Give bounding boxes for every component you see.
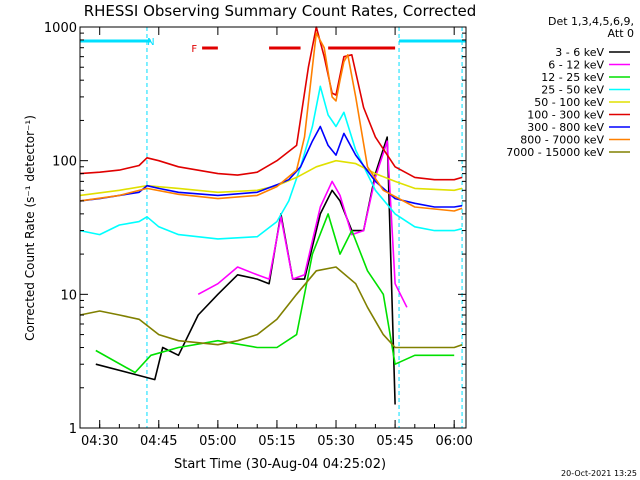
y-tick-label-1: 10 bbox=[60, 288, 77, 303]
axes: 1 10 100 1000 04:30 04:45 05:00 05:15 05:30 05:45… bbox=[44, 21, 473, 449]
x-tick-label-2: 05:00 bbox=[199, 434, 236, 449]
x-tick-label-1: 04:45 bbox=[140, 434, 177, 449]
legend-label-7: 800 - 7000 keV bbox=[520, 134, 604, 147]
legend-label-1: 6 - 12 keV bbox=[548, 59, 604, 72]
x-tick-label-4: 05:30 bbox=[317, 434, 354, 449]
series-line-7 bbox=[79, 32, 463, 212]
plot-frame bbox=[79, 26, 467, 429]
x-axis-label: Start Time (30-Aug-04 04:25:02) bbox=[174, 457, 386, 472]
series-line-6 bbox=[79, 125, 463, 208]
series-line-1 bbox=[197, 140, 408, 308]
x-tick-label-6: 06:00 bbox=[435, 434, 472, 449]
series-line-8 bbox=[79, 266, 463, 349]
chart-title: RHESSI Observing Summary Count Rates, Co… bbox=[84, 2, 477, 20]
y-axis-label: Corrected Count Rate (s⁻¹ detector⁻¹) bbox=[23, 115, 37, 341]
legend-label-5: 100 - 300 keV bbox=[527, 109, 604, 122]
x-tick-label-0: 04:30 bbox=[81, 434, 118, 449]
legend-label-4: 50 - 100 keV bbox=[534, 96, 604, 109]
legend-label-0: 3 - 6 keV bbox=[555, 46, 604, 59]
plot-layer: NF bbox=[79, 26, 466, 428]
timestamp: 20-Oct-2021 13:25 bbox=[561, 469, 637, 478]
series-line-2 bbox=[95, 213, 455, 374]
y-tick-label-0: 1 bbox=[69, 422, 77, 437]
legend-label-2: 12 - 25 keV bbox=[541, 71, 604, 84]
series-line-5 bbox=[79, 26, 463, 181]
flare-label: F bbox=[191, 44, 197, 55]
series-line-4 bbox=[79, 159, 463, 197]
x-tick-label-3: 05:15 bbox=[258, 434, 295, 449]
legend-label-3: 25 - 50 keV bbox=[541, 84, 604, 97]
legend-label-8: 7000 - 15000 keV bbox=[506, 146, 604, 159]
y-tick-label-3: 1000 bbox=[44, 21, 77, 36]
x-tick-label-5: 05:45 bbox=[376, 434, 413, 449]
night-label: N bbox=[147, 37, 154, 48]
series-line-3 bbox=[79, 85, 463, 240]
y-tick-label-2: 100 bbox=[52, 155, 77, 170]
legend-header-line-2: Att 0 bbox=[608, 27, 634, 40]
legend-label-6: 300 - 800 keV bbox=[527, 121, 604, 134]
legend-header-line-1: Det 1,3,4,5,6,9, bbox=[548, 15, 634, 28]
